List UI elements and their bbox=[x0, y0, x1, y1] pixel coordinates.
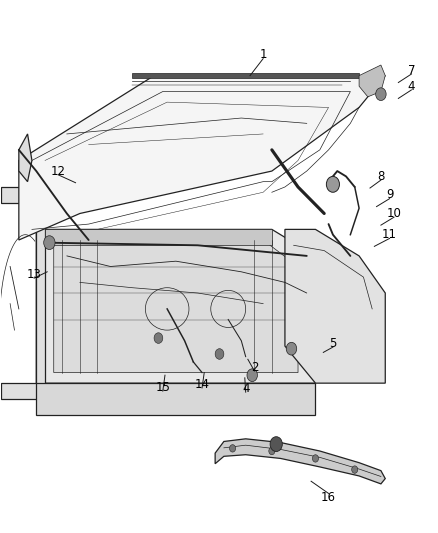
Polygon shape bbox=[36, 383, 315, 415]
Circle shape bbox=[268, 447, 274, 455]
Text: 5: 5 bbox=[328, 337, 336, 350]
Circle shape bbox=[325, 176, 339, 192]
Polygon shape bbox=[45, 229, 271, 245]
Text: 10: 10 bbox=[386, 207, 400, 220]
Polygon shape bbox=[19, 134, 32, 182]
Text: 4: 4 bbox=[241, 382, 249, 395]
Circle shape bbox=[44, 236, 55, 249]
Text: 11: 11 bbox=[381, 228, 396, 241]
Circle shape bbox=[351, 466, 357, 473]
Polygon shape bbox=[132, 73, 358, 78]
Circle shape bbox=[375, 88, 385, 101]
Circle shape bbox=[269, 437, 282, 451]
Text: 15: 15 bbox=[155, 381, 170, 394]
Polygon shape bbox=[36, 229, 315, 383]
Circle shape bbox=[247, 369, 257, 382]
Circle shape bbox=[215, 349, 223, 359]
Circle shape bbox=[229, 445, 235, 452]
Polygon shape bbox=[53, 240, 297, 373]
Text: 12: 12 bbox=[50, 165, 65, 177]
Text: 13: 13 bbox=[27, 268, 42, 281]
Polygon shape bbox=[358, 65, 385, 97]
Text: 9: 9 bbox=[385, 189, 392, 201]
Polygon shape bbox=[1, 187, 45, 399]
Text: 14: 14 bbox=[194, 378, 209, 391]
Polygon shape bbox=[19, 76, 385, 240]
Text: 8: 8 bbox=[376, 170, 384, 183]
Circle shape bbox=[286, 342, 296, 355]
Text: 7: 7 bbox=[407, 64, 414, 77]
Circle shape bbox=[154, 333, 162, 343]
Polygon shape bbox=[215, 439, 385, 484]
Text: 2: 2 bbox=[250, 361, 258, 374]
Text: 16: 16 bbox=[320, 491, 336, 504]
Text: 4: 4 bbox=[407, 80, 414, 93]
Text: 1: 1 bbox=[259, 48, 266, 61]
Polygon shape bbox=[284, 229, 385, 383]
Circle shape bbox=[312, 455, 318, 462]
